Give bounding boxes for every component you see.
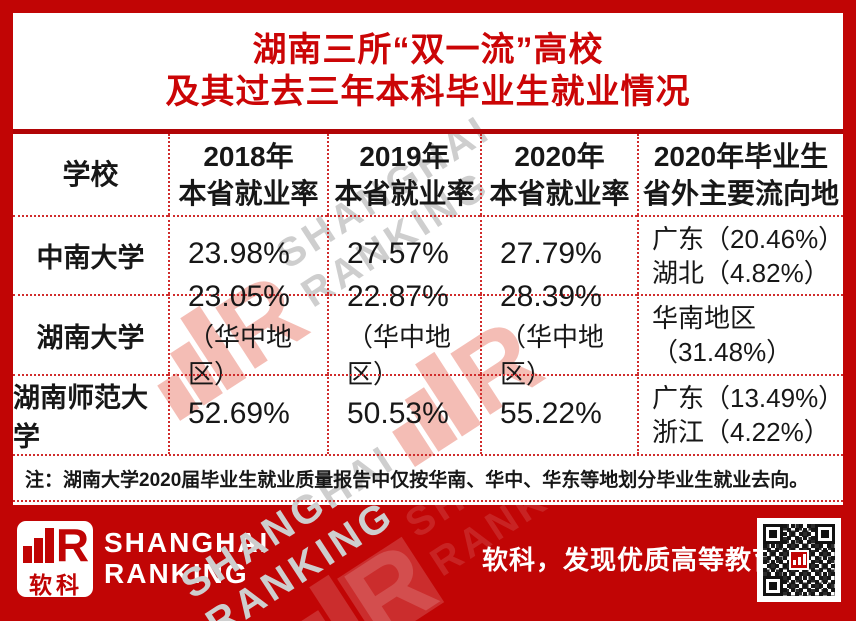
column-header-2018: 2018年 本省就业率: [168, 134, 327, 215]
column-header-destination: 2020年毕业生 省外主要流向地: [637, 134, 843, 215]
table-row-2-2019: 22.87% （华中地区）: [327, 280, 480, 389]
qr-finder-icon: [763, 524, 783, 544]
table-row-3-2019: 50.53%: [327, 374, 480, 454]
table-row-1-school: 中南大学: [13, 215, 168, 294]
column-header-2020: 2020年 本省就业率: [480, 134, 637, 215]
bar-chart-logo-icon: R: [22, 522, 89, 568]
table-row-3-2018: 52.69%: [168, 374, 327, 454]
qr-code: [757, 518, 841, 602]
shanghairanking-logo: R 软科: [17, 521, 93, 598]
column-header-2019: 2019年 本省就业率: [327, 134, 480, 215]
table-row-2-school: 湖南大学: [13, 294, 168, 374]
footer-band: R SHANGHAI RANKING R 软科 SHANGHAI RANKING…: [0, 376, 856, 621]
logo-chinese-name: 软科: [29, 572, 83, 598]
employment-table: 学校 2018年 本省就业率 2019年 本省就业率 2020年 本省就业率 2…: [13, 129, 844, 454]
qr-center-logo-icon: [789, 550, 809, 570]
table-row-2-destination: 华南地区 （31.48%）: [637, 294, 843, 374]
table-row-1-destination: 广东（20.46%） 湖北（4.82%）: [637, 215, 844, 294]
page-title: 湖南三所“双一流”高校 及其过去三年本科毕业生就业情况: [13, 13, 843, 113]
table-row-2-2018: 23.05% （华中地区）: [168, 280, 327, 389]
shanghairanking-logo-icon: R: [262, 520, 455, 621]
title-line-1: 湖南三所“双一流”高校: [252, 31, 604, 69]
qr-finder-icon: [815, 524, 835, 544]
table-row-3-2020: 55.22%: [480, 374, 637, 454]
table-row-1-2020: 27.79%: [480, 215, 637, 294]
table-row-1-2018: 23.98%: [168, 215, 327, 294]
qr-modules: [763, 524, 835, 596]
column-header-school: 学校: [62, 159, 119, 190]
content-panel: R SHANGHAI RANKING SHANGHAI RANKING R 湖南…: [13, 13, 844, 621]
table-row-3-school: 湖南师范大学: [13, 374, 168, 454]
table-row-2-2020: 28.39% （华中地区）: [480, 280, 637, 389]
table-row-1-2019: 27.57%: [327, 215, 480, 294]
title-line-2: 及其过去三年本科毕业生就业情况: [165, 73, 691, 111]
table-row-3-destination: 广东（13.49%） 浙江（4.22%）: [637, 374, 844, 454]
footer-tagline: 软科，发现优质高等教育: [482, 545, 780, 575]
brand-name: SHANGHAI RANKING: [104, 527, 270, 589]
footnote: 注：湖南大学2020届毕业生就业质量报告中仅按华南、华中、华东等地划分毕业生就业…: [13, 454, 843, 502]
qr-finder-icon: [763, 576, 783, 596]
